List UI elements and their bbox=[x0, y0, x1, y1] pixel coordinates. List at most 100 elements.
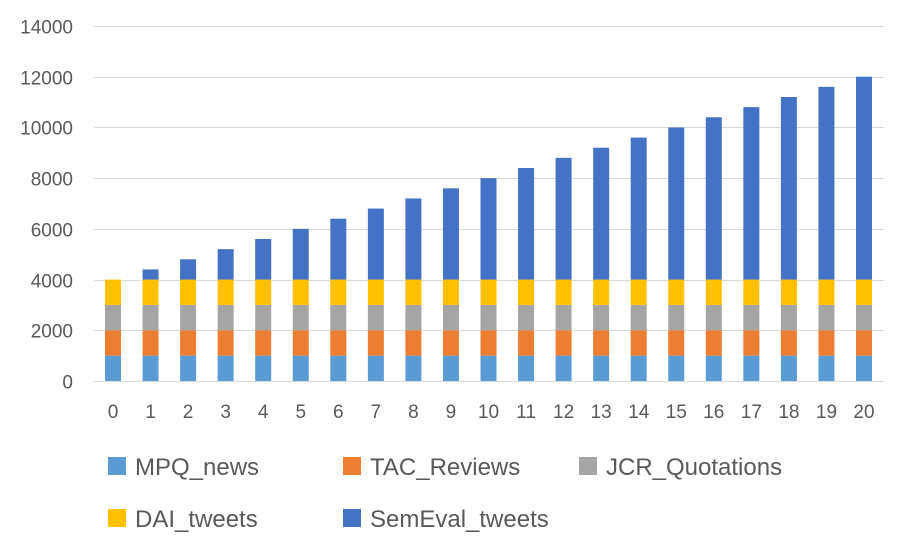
legend-item: DAI_tweets bbox=[108, 506, 258, 533]
legend-label: DAI_tweets bbox=[135, 506, 258, 533]
bar-segment-mpq-news bbox=[480, 355, 497, 381]
bar-segment-semeval-tweets bbox=[856, 76, 872, 280]
bar-segment-jcr-quotations bbox=[442, 304, 459, 331]
legend-item: MPQ_news bbox=[108, 454, 259, 481]
bar-segment-jcr-quotations bbox=[593, 304, 610, 331]
y-tick-label: 4000 bbox=[31, 272, 73, 293]
x-tick-label: 2 bbox=[183, 402, 194, 423]
bar-segment-mpq-news bbox=[856, 355, 872, 381]
bar-segment-semeval-tweets bbox=[142, 269, 159, 280]
bar-segment-tac-reviews bbox=[480, 330, 497, 356]
bar-segment-dai-tweets bbox=[105, 279, 121, 305]
legend-swatch bbox=[579, 457, 597, 475]
bar-segment-dai-tweets bbox=[593, 279, 610, 305]
legend-label: SemEval_tweets bbox=[370, 506, 549, 533]
bar-segment-jcr-quotations bbox=[555, 304, 572, 331]
bar-segment-dai-tweets bbox=[405, 279, 422, 305]
bars bbox=[105, 76, 872, 381]
x-tick-label: 6 bbox=[333, 402, 344, 423]
bar-segment-jcr-quotations bbox=[142, 304, 159, 331]
bar-segment-dai-tweets bbox=[330, 279, 347, 305]
legend-swatch bbox=[108, 509, 126, 527]
bar-segment-semeval-tweets bbox=[180, 259, 197, 280]
y-axis-tick-labels: 0 2000 4000 6000 8000 10000 12000 14000 bbox=[20, 18, 73, 394]
bar-segment-jcr-quotations bbox=[405, 304, 422, 331]
x-tick-label: 15 bbox=[666, 402, 687, 423]
x-tick-label: 8 bbox=[408, 402, 419, 423]
bar-segment-semeval-tweets bbox=[217, 249, 234, 280]
bar-segment-mpq-news bbox=[255, 355, 272, 381]
bar-segment-dai-tweets bbox=[292, 279, 309, 305]
bar-segment-mpq-news bbox=[142, 355, 159, 381]
x-tick-label: 18 bbox=[778, 402, 799, 423]
bar-segment-dai-tweets bbox=[142, 279, 159, 305]
bar-segment-semeval-tweets bbox=[255, 239, 272, 280]
bar-segment-mpq-news bbox=[630, 355, 647, 381]
legend: MPQ_news TAC_Reviews JCR_Quotations DAI_twe… bbox=[108, 454, 782, 533]
bar-segment-tac-reviews bbox=[105, 330, 121, 356]
bar-segment-tac-reviews bbox=[142, 330, 159, 356]
bar-segment-mpq-news bbox=[367, 355, 384, 381]
bar-segment-mpq-news bbox=[555, 355, 572, 381]
x-tick-label: 1 bbox=[145, 402, 156, 423]
bar-segment-dai-tweets bbox=[442, 279, 459, 305]
x-tick-label: 4 bbox=[258, 402, 269, 423]
bar-segment-dai-tweets bbox=[255, 279, 272, 305]
x-tick-label: 16 bbox=[703, 402, 724, 423]
x-tick-label: 12 bbox=[553, 402, 574, 423]
bar-segment-mpq-news bbox=[705, 355, 722, 381]
bar-segment-dai-tweets bbox=[367, 279, 384, 305]
bar-segment-tac-reviews bbox=[705, 330, 722, 356]
x-tick-label: 10 bbox=[478, 402, 499, 423]
bar-segment-mpq-news bbox=[442, 355, 459, 381]
legend-label: JCR_Quotations bbox=[606, 454, 782, 481]
bar-segment-tac-reviews bbox=[217, 330, 234, 356]
bar-segment-dai-tweets bbox=[630, 279, 647, 305]
bar-segment-jcr-quotations bbox=[668, 304, 685, 331]
bar-segment-jcr-quotations bbox=[818, 304, 835, 331]
bar-segment-mpq-news bbox=[668, 355, 685, 381]
legend-item: TAC_Reviews bbox=[343, 454, 520, 481]
bar-segment-semeval-tweets bbox=[367, 208, 384, 280]
bar-segment-dai-tweets bbox=[668, 279, 685, 305]
bar-segment-mpq-news bbox=[743, 355, 760, 381]
bar-segment-dai-tweets bbox=[518, 279, 535, 305]
bar-segment-tac-reviews bbox=[518, 330, 535, 356]
bar-segment-dai-tweets bbox=[705, 279, 722, 305]
bar-segment-mpq-news bbox=[518, 355, 535, 381]
x-tick-label: 11 bbox=[516, 402, 536, 423]
bar-segment-jcr-quotations bbox=[292, 304, 309, 331]
bar-segment-tac-reviews bbox=[442, 330, 459, 356]
bar-segment-tac-reviews bbox=[255, 330, 272, 356]
bar-segment-jcr-quotations bbox=[518, 304, 535, 331]
bar-segment-semeval-tweets bbox=[668, 127, 685, 280]
y-tick-label: 2000 bbox=[31, 322, 73, 343]
bar-segment-tac-reviews bbox=[668, 330, 685, 356]
bar-segment-jcr-quotations bbox=[105, 304, 121, 331]
bar-segment-tac-reviews bbox=[292, 330, 309, 356]
x-tick-label: 0 bbox=[108, 402, 119, 423]
x-tick-label: 7 bbox=[371, 402, 382, 423]
bar-segment-mpq-news bbox=[105, 355, 121, 381]
y-tick-label: 12000 bbox=[20, 69, 73, 90]
bar-segment-jcr-quotations bbox=[330, 304, 347, 331]
bar-segment-jcr-quotations bbox=[856, 304, 872, 331]
bar-segment-semeval-tweets bbox=[743, 107, 760, 280]
y-tick-label: 10000 bbox=[20, 119, 73, 140]
bar-segment-dai-tweets bbox=[180, 279, 197, 305]
x-tick-label: 17 bbox=[741, 402, 762, 423]
legend-label: MPQ_news bbox=[135, 454, 259, 481]
bar-segment-semeval-tweets bbox=[330, 218, 347, 280]
bar-segment-jcr-quotations bbox=[705, 304, 722, 331]
y-tick-label: 0 bbox=[62, 373, 73, 394]
bar-segment-dai-tweets bbox=[780, 279, 797, 305]
bar-segment-mpq-news bbox=[593, 355, 610, 381]
y-tick-label: 6000 bbox=[31, 221, 73, 242]
bar-segment-mpq-news bbox=[330, 355, 347, 381]
bar-segment-dai-tweets bbox=[856, 279, 872, 305]
x-tick-label: 5 bbox=[295, 402, 306, 423]
bar-segment-semeval-tweets bbox=[442, 188, 459, 280]
x-tick-label: 19 bbox=[816, 402, 837, 423]
